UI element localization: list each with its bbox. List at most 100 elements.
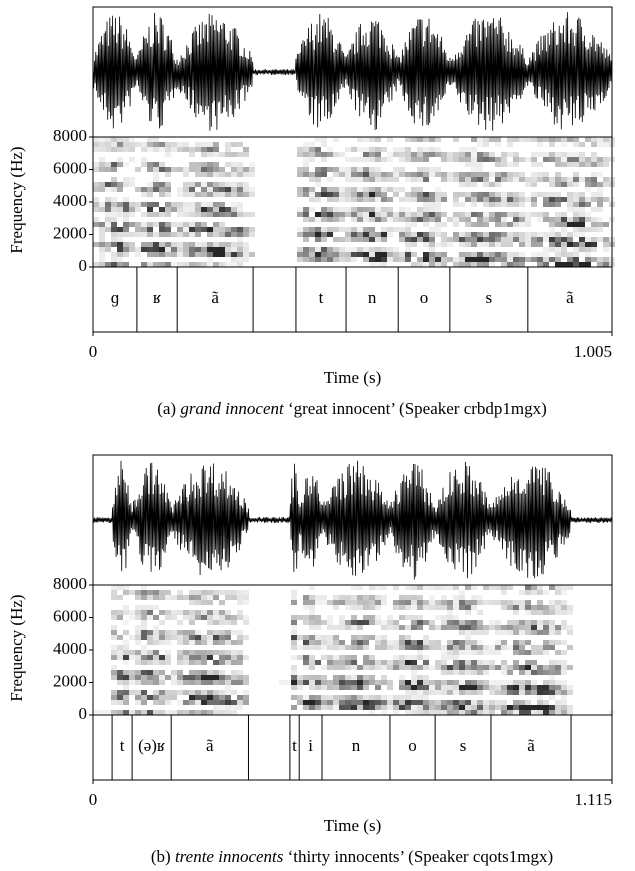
spectrogram-cell	[213, 590, 219, 595]
spectrogram-cell	[339, 167, 345, 172]
spectrogram-cell	[447, 217, 453, 222]
spectrogram-cell	[207, 207, 213, 212]
spectrogram-cell	[201, 590, 207, 595]
spectrogram-cell	[327, 217, 333, 222]
spectrogram-cell	[543, 247, 549, 252]
spectrogram-cell	[357, 167, 363, 172]
spectrogram-cell	[441, 222, 447, 227]
spectrogram-cell	[597, 237, 603, 242]
spectrogram-cell	[393, 640, 399, 645]
spectrogram-cell	[381, 600, 387, 605]
spectrogram-cell	[477, 217, 483, 222]
spectrogram-cell	[567, 252, 573, 257]
segment-label: ʁ	[153, 288, 162, 307]
spectrogram-cell	[147, 242, 153, 247]
spectrogram-cell	[525, 610, 531, 615]
spectrogram-cell	[555, 685, 561, 690]
spectrogram-cell	[195, 142, 201, 147]
spectrogram-cell	[297, 680, 303, 685]
spectrogram-cell	[297, 685, 303, 690]
spectrogram-cell	[93, 162, 99, 167]
spectrogram-cell	[597, 217, 603, 222]
spectrogram-cell	[213, 675, 219, 680]
spectrogram-cell	[567, 162, 573, 167]
spectrogram-cell	[177, 710, 183, 715]
spectrogram-cell	[189, 262, 195, 267]
spectrogram-cell	[195, 630, 201, 635]
spectrogram-cell	[579, 177, 585, 182]
spectrogram-cell	[297, 232, 303, 237]
spectrogram-cell	[477, 157, 483, 162]
spectrogram-cell	[501, 660, 507, 665]
spectrogram-cell	[321, 152, 327, 157]
spectrogram-cell	[465, 585, 471, 590]
spectrogram-cell	[465, 660, 471, 665]
spectrogram-cell	[165, 232, 171, 237]
spectrogram-cell	[129, 242, 135, 247]
spectrogram-cell	[417, 705, 423, 710]
spectrogram-cell	[417, 197, 423, 202]
spectrogram-cell	[165, 590, 171, 595]
spectrogram-cell	[207, 680, 213, 685]
spectrogram	[93, 137, 615, 267]
spectrogram-cell	[153, 262, 159, 267]
spectrogram-cell	[573, 202, 579, 207]
spectrogram-cell	[477, 690, 483, 695]
spectrogram-cell	[117, 232, 123, 237]
spectrogram-cell	[525, 177, 531, 182]
spectrogram-cell	[567, 222, 573, 227]
spectrogram-cell	[321, 172, 327, 177]
spectrogram-cell	[573, 247, 579, 252]
spectrogram-cell	[189, 675, 195, 680]
spectrogram-cell	[243, 147, 249, 152]
spectrogram-cell	[159, 590, 165, 595]
spectrogram-cell	[579, 157, 585, 162]
spectrogram-cell	[213, 630, 219, 635]
spectrogram-cell	[597, 192, 603, 197]
spectrogram-cell	[447, 690, 453, 695]
spectrogram-cell	[231, 690, 237, 695]
spectrogram-cell	[195, 167, 201, 172]
spectrogram-cell	[183, 630, 189, 635]
spectrogram-cell	[369, 157, 375, 162]
spectrogram-cell	[129, 675, 135, 680]
spectrogram-cell	[381, 257, 387, 262]
spectrogram-cell	[507, 600, 513, 605]
spectrogram-cell	[567, 257, 573, 262]
spectrogram-cell	[525, 650, 531, 655]
spectrogram-cell	[591, 242, 597, 247]
spectrogram-cell	[189, 182, 195, 187]
spectrogram-cell	[477, 600, 483, 605]
spectrogram-cell	[531, 182, 537, 187]
spectrogram-cell	[387, 645, 393, 650]
y-tick-label: 6000	[53, 606, 87, 625]
spectrogram-cell	[327, 232, 333, 237]
spectrogram-cell	[459, 650, 465, 655]
spectrogram-cell	[405, 685, 411, 690]
spectrogram-cell	[435, 222, 441, 227]
spectrogram-cell	[405, 177, 411, 182]
spectrogram-cell	[429, 237, 435, 242]
spectrogram-cell	[363, 152, 369, 157]
spectrogram-cell	[423, 605, 429, 610]
spectrogram-cell	[375, 605, 381, 610]
spectrogram-cell	[495, 242, 501, 247]
spectrogram-cell	[219, 212, 225, 217]
spectrogram-cell	[357, 705, 363, 710]
spectrogram-cell	[357, 197, 363, 202]
spectrogram-cell	[441, 625, 447, 630]
spectrogram-cell	[549, 177, 555, 182]
spectrogram-cell	[537, 152, 543, 157]
spectrogram-cell	[483, 685, 489, 690]
spectrogram-cell	[423, 645, 429, 650]
spectrogram-cell	[219, 655, 225, 660]
spectrogram-cell	[123, 680, 129, 685]
spectrogram-cell	[465, 212, 471, 217]
spectrogram-cell	[153, 247, 159, 252]
spectrogram-cell	[363, 665, 369, 670]
spectrogram-cell	[213, 660, 219, 665]
spectrogram-cell	[189, 187, 195, 192]
spectrogram-cell	[321, 167, 327, 172]
spectrogram-cell	[483, 705, 489, 710]
spectrogram-cell	[471, 645, 477, 650]
